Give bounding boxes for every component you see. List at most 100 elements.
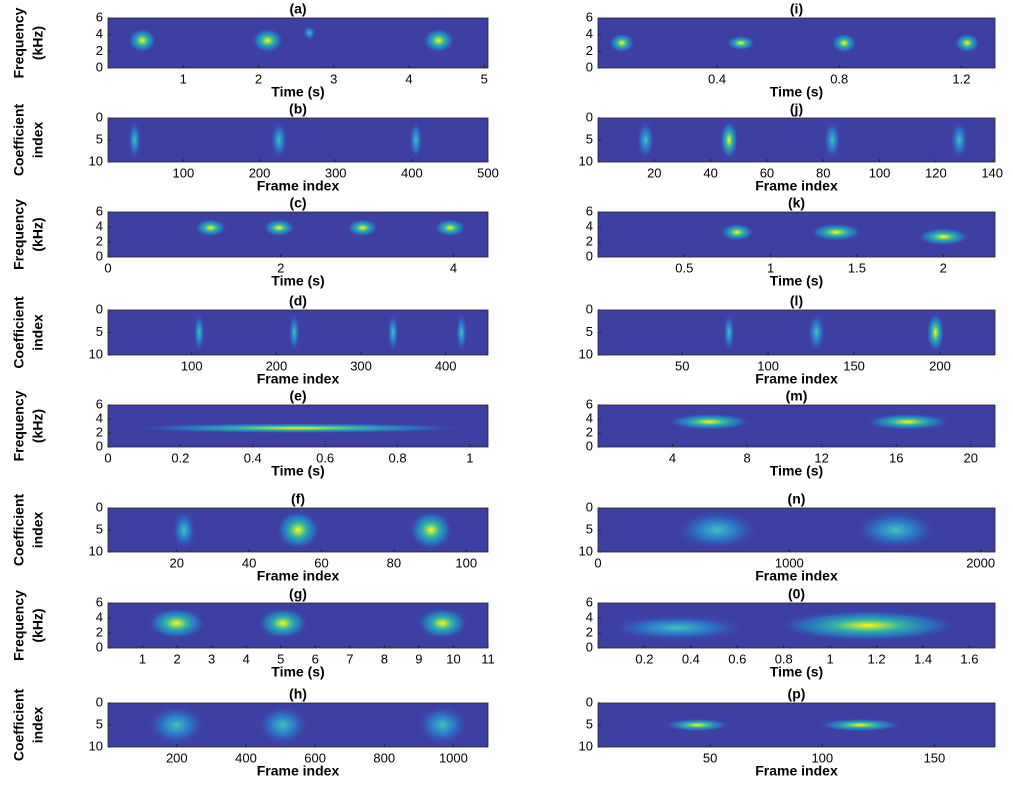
y-tick-label: 2 [586,424,593,439]
x-tick-label: 0 [594,555,601,570]
x-tick-label: 300 [350,358,372,373]
plot-frame [107,404,489,448]
spectral-energy [455,312,468,353]
x-axis-label: Time (s) [271,463,324,479]
spectral-energy [416,704,469,746]
panel-title: (l) [790,293,803,309]
x-axis-label: Time (s) [770,84,823,100]
x-axis-label: Time (s) [271,84,324,100]
spectral-energy [194,218,227,237]
panel-title: (c) [289,195,306,211]
y-tick-label: 0 [96,248,103,263]
spectral-energy [146,704,206,746]
y-tick-label: 5 [96,716,103,731]
spectral-energy [950,120,969,160]
x-tick-label: 1.2 [868,651,886,666]
x-tick-label: 100 [757,358,779,373]
x-tick-label: 0 [104,260,111,275]
x-tick-label: 140 [981,165,1003,180]
spectral-energy [807,312,826,353]
x-tick-label: 11 [481,651,495,666]
y-tick-label: 0 [96,109,103,124]
spectral-energy [817,718,903,732]
y-tick-label: 2 [586,624,593,639]
x-tick-label: 10 [446,651,460,666]
y-tick-label: 2 [96,624,103,639]
spectral-energy [608,33,635,53]
spectral-energy [831,33,858,53]
spectral-energy [422,28,455,53]
x-tick-label: 0.8 [388,450,406,465]
y-tick-label: 0 [586,109,593,124]
spectral-energy [387,312,399,353]
x-tick-label: 400 [435,358,457,373]
y-tick-label: 10 [89,346,103,361]
y-tick-label: 5 [96,521,103,536]
x-tick-label: 0.4 [682,651,700,666]
y-tick-label: 6 [586,203,593,218]
panel-title: (b) [289,101,307,117]
x-tick-label: 2 [255,71,262,86]
y-tick-label: 0 [96,438,103,453]
x-tick-label: 0.6 [728,651,746,666]
x-tick-label: 500 [477,165,499,180]
y-axis-label: index [30,122,46,159]
plot-area [598,18,995,68]
y-axis-label: Coefficient [11,493,27,566]
spectral-energy [604,614,750,642]
x-axis-label: Frame index [755,178,838,194]
y-axis-label: index [30,512,46,549]
x-tick-label: 200 [249,165,271,180]
spectral-energy [270,120,288,160]
spectral-energy [193,312,206,353]
spectral-energy [916,227,971,246]
x-tick-label: 12 [814,450,828,465]
spectral-energy [720,223,754,242]
x-tick-label: 2 [940,260,947,275]
spectral-energy [809,223,864,242]
spectral-energy [127,28,157,53]
x-tick-label: 120 [925,165,947,180]
x-tick-label: 20 [647,165,661,180]
x-tick-label: 50 [675,358,689,373]
spectral-energy [346,218,379,237]
y-tick-label: 0 [96,301,103,316]
panel-title: (e) [289,388,306,404]
panel-title: (0) [788,586,805,602]
y-axis-label: Frequency [11,590,27,661]
x-tick-label: 1.2 [952,71,970,86]
x-axis-label: Frame index [257,763,340,779]
x-tick-label: 1.5 [848,260,866,275]
y-tick-label: 0 [586,499,593,514]
plot-frame [597,404,996,448]
spectral-energy [146,607,206,639]
x-tick-label: 3 [330,71,337,86]
x-tick-label: 40 [703,165,717,180]
y-tick-label: 0 [586,639,593,654]
x-tick-label: 1 [767,260,774,275]
spectral-energy [251,28,284,53]
spectral-energy [954,33,981,53]
y-axis-label: Frequency [11,199,27,270]
x-axis-label: Time (s) [770,463,823,479]
y-tick-label: 5 [586,324,593,339]
spectral-energy [674,510,760,550]
x-tick-label: 4 [243,651,250,666]
y-axis-label: Coefficient [11,296,27,369]
x-tick-label: 0.8 [775,651,793,666]
x-tick-label: 9 [415,651,422,666]
y-tick-label: 10 [579,346,593,361]
panel-title: (i) [790,1,803,17]
plot-area [108,212,488,257]
panel-title: (p) [788,686,806,702]
y-tick-label: 2 [96,43,103,58]
x-tick-label: 0.5 [675,260,693,275]
x-tick-label: 400 [235,750,257,765]
y-tick-label: 0 [96,639,103,654]
y-tick-label: 6 [96,9,103,24]
spectral-energy [262,218,296,237]
x-tick-label: 80 [816,165,830,180]
spectral-energy [127,120,142,160]
y-axis-label: index [30,707,46,744]
